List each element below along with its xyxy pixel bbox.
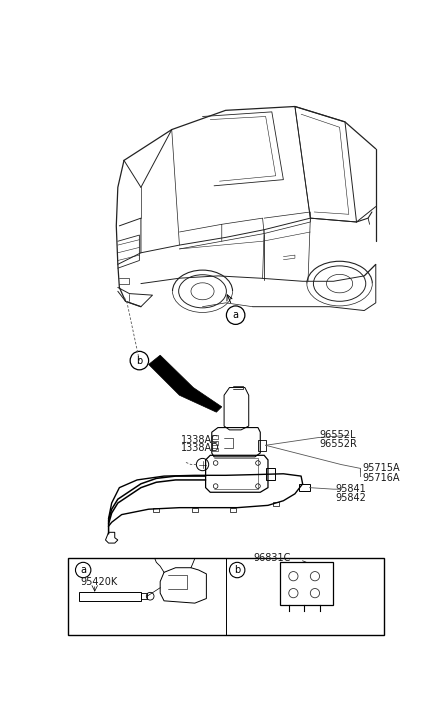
Text: a: a [80,565,86,575]
Text: 1338AC: 1338AC [181,435,219,445]
Bar [299,483,310,491]
Bar [68,558,384,635]
Bar [273,502,279,506]
Bar [265,467,275,480]
Polygon shape [149,356,222,412]
Bar [153,508,159,513]
Text: b: b [234,565,240,575]
Text: a: a [233,310,239,320]
Text: 96552R: 96552R [320,439,358,449]
Text: 95842: 95842 [335,493,366,502]
Text: 95715A: 95715A [363,463,400,473]
Bar [258,440,265,451]
Bar [141,593,147,599]
Text: 1338AD: 1338AD [181,443,220,454]
Text: 95420K: 95420K [81,577,118,587]
Bar [280,562,333,605]
Bar [212,435,218,439]
Text: 96552L: 96552L [320,430,356,441]
Bar [212,441,218,446]
Text: b: b [136,356,142,366]
Text: 95841: 95841 [335,484,366,494]
Bar [79,592,141,601]
Text: 95716A: 95716A [363,473,400,483]
Bar [230,507,236,512]
Bar [192,507,198,512]
Text: 96831C: 96831C [253,553,291,563]
Bar [212,448,218,451]
